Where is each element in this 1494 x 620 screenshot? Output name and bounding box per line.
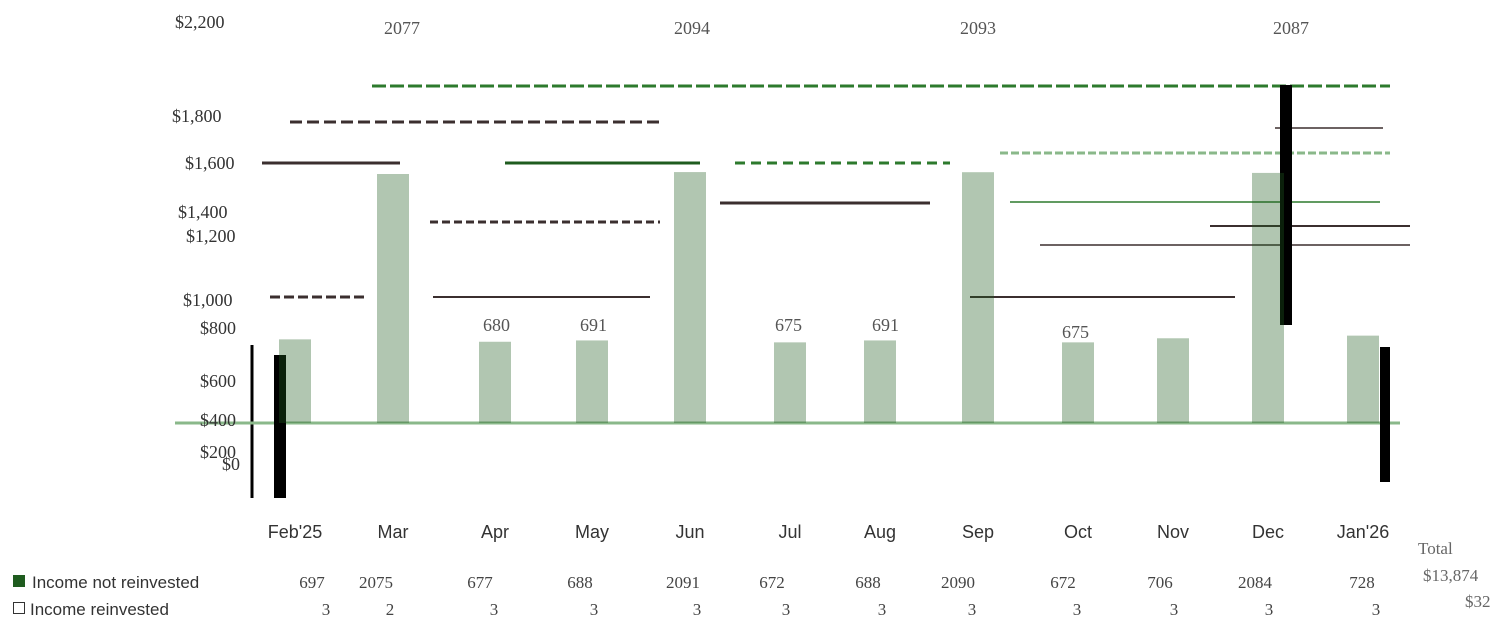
table-cell: 3: [1073, 600, 1082, 619]
bar-income-not-reinvested: [279, 339, 311, 423]
table-cell: 3: [322, 600, 331, 619]
table-cell: 3: [782, 600, 791, 619]
legend-swatch-reinvested: [13, 602, 25, 614]
table-cell: 688: [855, 573, 881, 592]
y-tick-label: $800: [200, 318, 236, 338]
bar-income-not-reinvested: [1347, 335, 1379, 423]
top-bar-label: 2093: [960, 18, 996, 38]
upper-lines: [262, 84, 1410, 299]
bar-income-not-reinvested: [377, 174, 409, 423]
x-tick-label: Sep: [962, 522, 994, 542]
top-bar-label: 2077: [384, 18, 420, 38]
table-cell: 2091: [666, 573, 700, 592]
y-tick-label: $1,000: [183, 290, 233, 310]
y-tick-label: $400: [200, 410, 236, 430]
bar-income-not-reinvested: [576, 340, 608, 423]
x-tick-label: Jan'26: [1337, 522, 1389, 542]
bar-income-not-reinvested: [1062, 342, 1094, 423]
bar-label: 691: [580, 315, 607, 335]
bar-income-not-reinvested: [1157, 338, 1189, 423]
bar-income-not-reinvested: [479, 341, 511, 423]
x-tick-label: Feb'25: [268, 522, 322, 542]
totals-header: Total: [1418, 539, 1453, 558]
table-cell: 672: [1050, 573, 1076, 592]
x-tick-label: Mar: [378, 522, 409, 542]
table-cell: 2: [386, 600, 395, 619]
table-cell: 3: [968, 600, 977, 619]
table-cell: 672: [759, 573, 785, 592]
total-value: $13,874: [1423, 566, 1479, 585]
x-tick-label: May: [575, 522, 609, 542]
table-cell: 3: [590, 600, 599, 619]
marker-bar: [274, 355, 286, 498]
bar-label: 691: [872, 315, 899, 335]
table-cell: 3: [693, 600, 702, 619]
bar-income-not-reinvested: [962, 172, 994, 423]
table-cell: 706: [1147, 573, 1173, 592]
y-tick-label: $1,800: [172, 106, 222, 126]
y-tick-label: $2,200: [175, 12, 225, 32]
bar-income-not-reinvested: [674, 172, 706, 423]
legend-label: Income reinvested: [30, 600, 169, 619]
y-tick-label: $600: [200, 371, 236, 391]
y-tick-label: $1,600: [185, 153, 235, 173]
bar-label: 680: [483, 315, 510, 335]
marker-bar: [1280, 85, 1292, 325]
bar-label: 675: [775, 315, 802, 335]
legend-swatch-not-reinvested: [13, 575, 25, 587]
table-cell: 697: [299, 573, 325, 592]
top-bar-label: 2087: [1273, 18, 1309, 38]
marker-bar: [1380, 347, 1390, 482]
bar-label: 675: [1062, 322, 1089, 342]
x-tick-label: Aug: [864, 522, 896, 542]
table-cell: 2075: [359, 573, 393, 592]
table-cell: 3: [1265, 600, 1274, 619]
y-tick-label: $1,400: [178, 202, 228, 222]
y-tick-label: $1,200: [186, 226, 236, 246]
table-cell: 3: [490, 600, 499, 619]
x-tick-label: Jul: [778, 522, 801, 542]
table-cell: 2090: [941, 573, 975, 592]
table-cell: 3: [1372, 600, 1381, 619]
total-value: $32: [1465, 592, 1491, 611]
bar-income-not-reinvested: [1252, 172, 1284, 423]
y-tick-label: $200: [200, 442, 236, 462]
x-tick-label: Jun: [675, 522, 704, 542]
table-cell: 728: [1349, 573, 1375, 592]
table-cell: 677: [467, 573, 493, 592]
x-tick-label: Oct: [1064, 522, 1092, 542]
x-tick-label: Apr: [481, 522, 509, 542]
x-tick-label: Nov: [1157, 522, 1189, 542]
table-cell: 3: [1170, 600, 1179, 619]
table-cell: 3: [878, 600, 887, 619]
top-bar-label: 2094: [674, 18, 710, 38]
bar-income-not-reinvested: [774, 342, 806, 423]
legend-label: Income not reinvested: [32, 573, 199, 592]
bar-income-not-reinvested: [864, 340, 896, 423]
x-tick-label: Dec: [1252, 522, 1284, 542]
y-tick-label: $0: [222, 454, 240, 474]
table-cell: 688: [567, 573, 593, 592]
table-cell: 2084: [1238, 573, 1273, 592]
